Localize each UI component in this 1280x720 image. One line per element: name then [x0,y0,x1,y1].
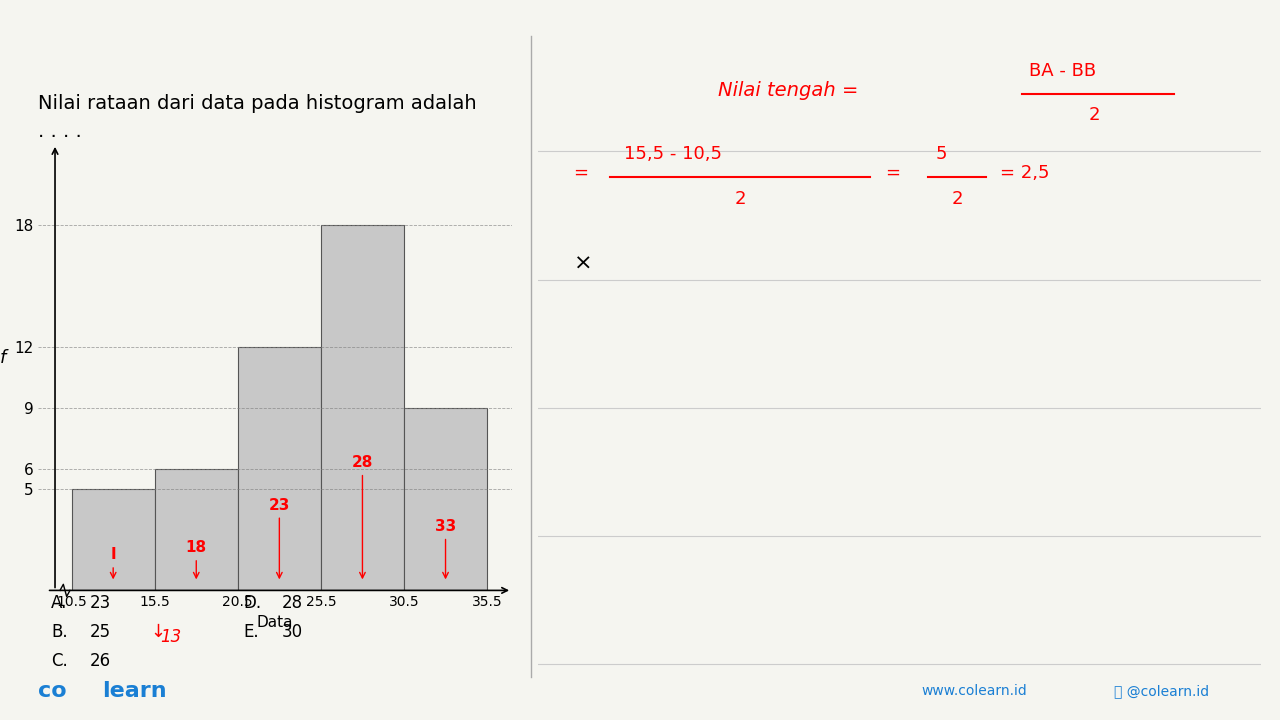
Text: 33: 33 [435,519,456,534]
Text: BA - BB: BA - BB [1029,62,1097,80]
Text: A.: A. [51,595,68,613]
Text: 23: 23 [269,498,291,513]
Text: 2: 2 [951,190,963,208]
Text: 23: 23 [90,595,111,613]
Text: E.: E. [243,624,259,642]
Text: 13: 13 [160,629,182,647]
Text: C.: C. [51,652,68,670]
Text: 15,5 - 10,5: 15,5 - 10,5 [625,145,722,163]
Text: learn: learn [102,681,166,701]
Text: =: = [884,164,900,182]
Text: 25: 25 [90,624,111,642]
Text: 28: 28 [282,595,303,613]
Text: 🎵 @colearn.id: 🎵 @colearn.id [1114,684,1208,698]
Text: 2: 2 [735,190,746,208]
Text: 30: 30 [282,624,303,642]
Text: . . . .: . . . . [38,122,82,141]
Text: 2: 2 [1089,107,1101,125]
Bar [155,469,238,590]
Text: $\downarrow$: $\downarrow$ [147,624,164,642]
Text: 5: 5 [936,145,947,163]
Text: Nilai rataan dari data pada histogram adalah: Nilai rataan dari data pada histogram ad… [38,94,477,112]
Text: D.: D. [243,595,261,613]
X-axis label: Data: Data [257,615,293,630]
Text: I: I [110,547,116,562]
Text: 18: 18 [186,540,207,555]
Bar [404,408,488,590]
Bar [72,489,155,590]
Text: www.colearn.id: www.colearn.id [922,684,1028,698]
Text: co: co [38,681,74,701]
Bar [238,347,321,590]
Text: Nilai tengah =: Nilai tengah = [718,81,865,100]
Text: B.: B. [51,624,68,642]
Y-axis label: f: f [0,349,6,367]
Text: ×: × [573,254,593,274]
Text: =: = [573,164,594,182]
Text: 28: 28 [352,455,374,470]
Bar [321,225,404,590]
Text: 26: 26 [90,652,111,670]
Text: = 2,5: = 2,5 [1001,164,1050,182]
